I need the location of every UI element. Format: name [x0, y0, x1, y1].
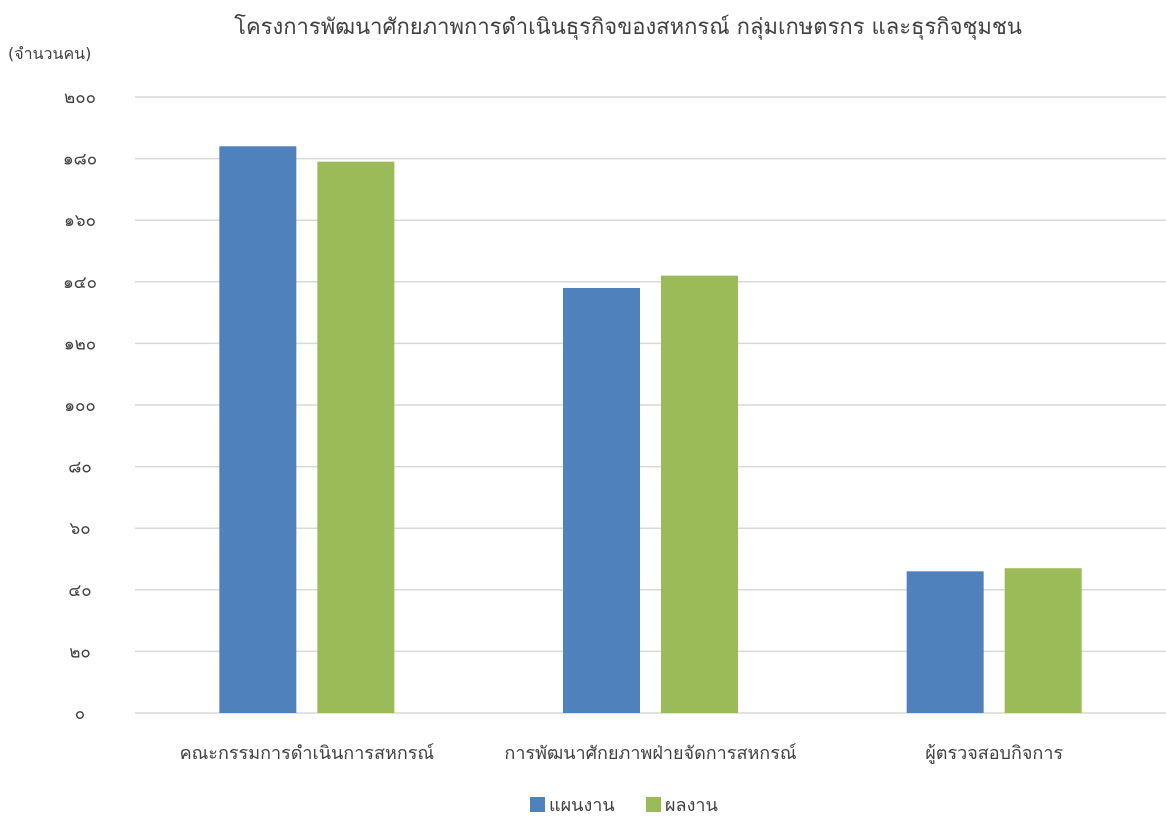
x-axis-ticks: คณะกรรมการดำเนินการสหกรณ์ การพัฒนาศักยภาพ… [180, 743, 1064, 764]
y-tick-label: ๑๒๐ [64, 334, 96, 354]
legend: แผนงาน ผลงาน [530, 795, 718, 816]
y-axis-label: (จำนวนคน) [8, 44, 91, 63]
y-tick-label: ๑๔๐ [63, 273, 97, 293]
bars [219, 146, 1082, 713]
bar-plan-0 [219, 146, 297, 713]
gridlines [135, 96, 1166, 714]
y-tick-label: ๐ [75, 704, 85, 724]
x-tick-label: ผู้ตรวจสอบกิจการ [925, 743, 1063, 764]
chart-title: โครงการพัฒนาศักยภาพการดำเนินธุรกิจของสหก… [234, 14, 1022, 40]
y-tick-label: ๒๐๐ [64, 88, 96, 108]
legend-label: แผนงาน [549, 795, 615, 816]
bar-result-2 [1004, 568, 1082, 713]
legend-swatch [646, 797, 661, 812]
legend-swatch [530, 797, 545, 812]
bar-plan-1 [563, 287, 640, 713]
bar-result-1 [661, 275, 738, 713]
y-tick-label: ๔๐ [68, 581, 91, 601]
legend-label: ผลงาน [665, 795, 718, 816]
y-tick-label: ๒๐ [69, 642, 91, 662]
y-tick-label: ๑๖๐ [64, 211, 96, 231]
bar-result-0 [317, 161, 395, 713]
y-tick-label: ๑๐๐ [64, 396, 96, 416]
x-tick-label: การพัฒนาศักยภาพฝ่ายจัดการสหกรณ์ [504, 743, 796, 764]
bar-plan-2 [906, 571, 984, 713]
y-tick-label: ๘๐ [68, 458, 92, 478]
y-tick-label: ๑๘๐ [63, 150, 97, 170]
y-axis-ticks: ๐ ๒๐ ๔๐ ๖๐ ๘๐ ๑๐๐ ๑๒๐ ๑๔๐ ๑๖๐ ๑๘๐ ๒๐๐ [63, 88, 97, 724]
x-tick-label: คณะกรรมการดำเนินการสหกรณ์ [180, 743, 435, 764]
y-tick-label: ๖๐ [69, 519, 90, 539]
